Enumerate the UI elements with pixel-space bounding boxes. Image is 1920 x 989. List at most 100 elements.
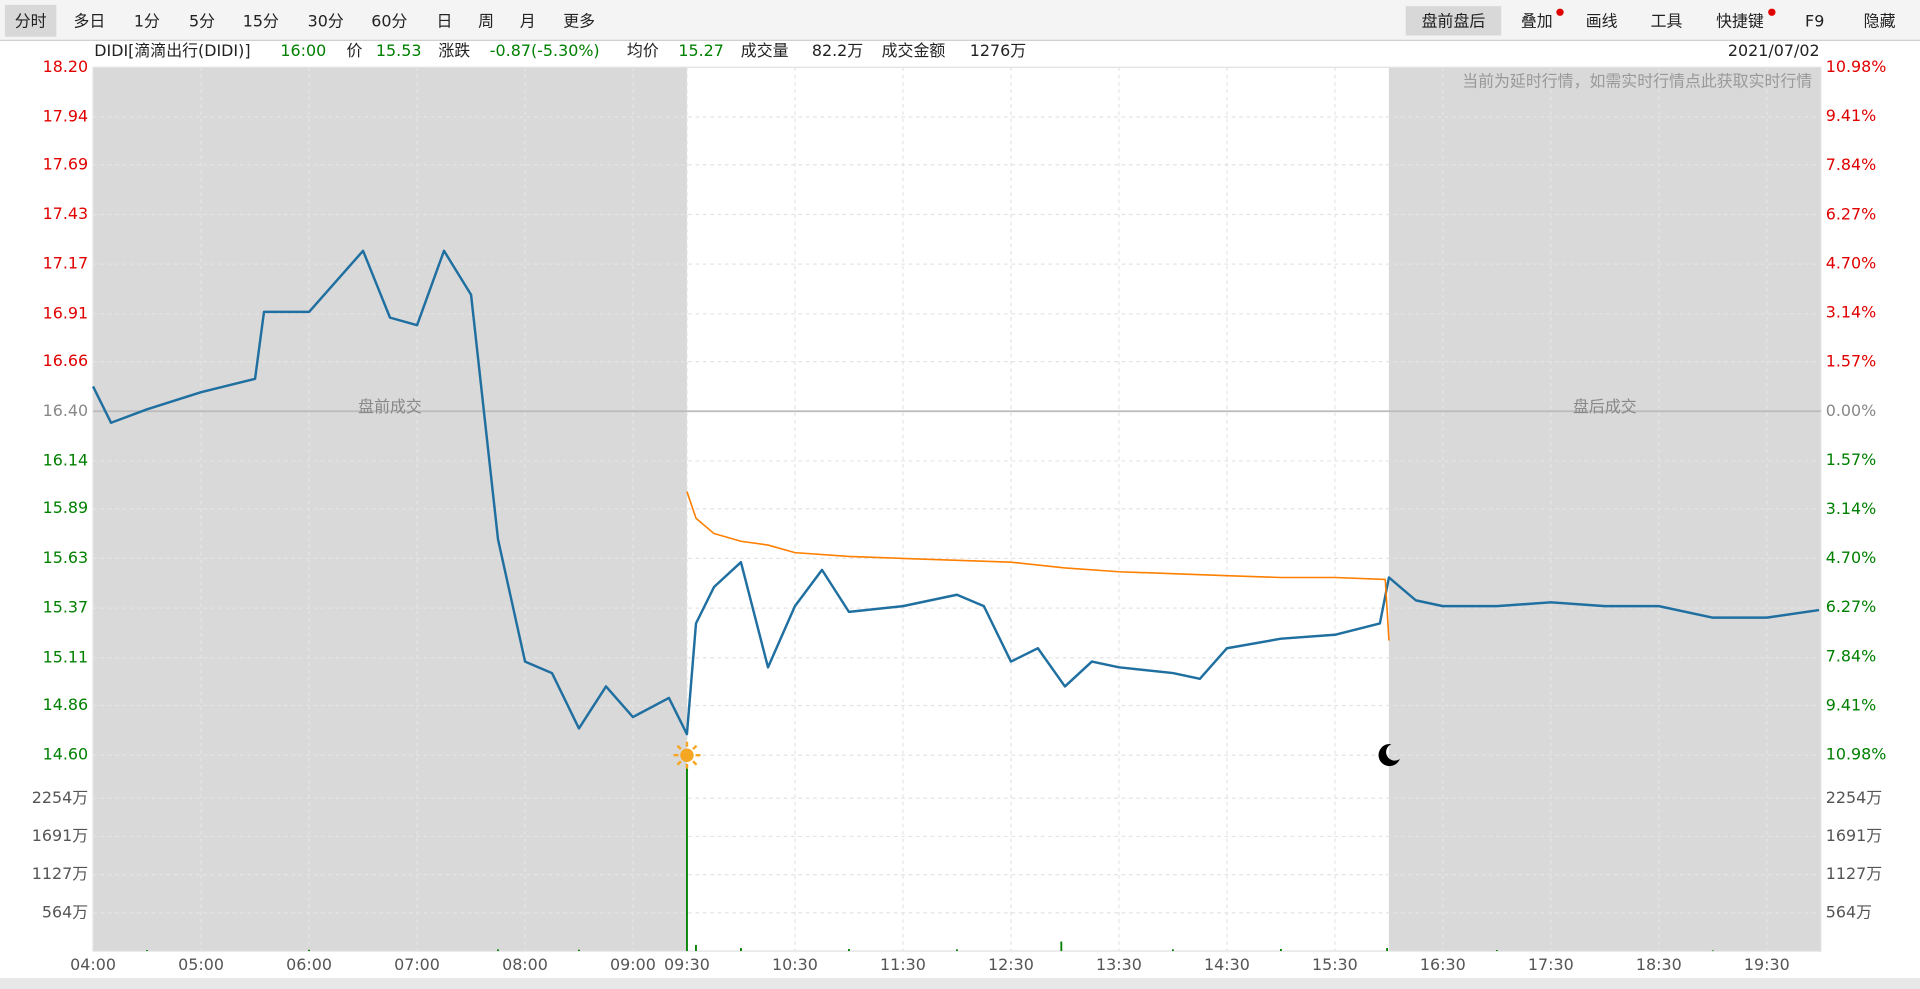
y-tick-label: 14.60 <box>43 745 89 764</box>
y-tick-label: 17.69 <box>43 154 89 173</box>
price-line <box>91 249 1820 736</box>
volume-bar <box>308 949 310 952</box>
premarket-label: 盘前成交 <box>358 397 422 416</box>
sun-ray <box>692 760 698 766</box>
y-tick-label: 16.14 <box>43 450 89 469</box>
notify-dot <box>1556 8 1564 16</box>
info-symbol: DIDI[滴滴出行(DIDI)] <box>94 41 250 60</box>
info-volume: 82.2万 <box>812 41 863 60</box>
volume-bar <box>1171 949 1174 952</box>
toolbar-button[interactable]: 盘前盘后 <box>1422 12 1486 31</box>
volume-tick-label: 2254万 <box>32 788 88 807</box>
volume-bar <box>146 950 148 952</box>
x-tick-label: 10:30 <box>772 955 818 974</box>
x-tick-label: 08:00 <box>502 955 548 974</box>
y-tick-label: 15.37 <box>43 598 89 617</box>
x-tick-label: 12:30 <box>988 955 1034 974</box>
afterhours-label: 盘后成交 <box>1573 397 1637 416</box>
x-tick-label: 19:30 <box>1744 955 1790 974</box>
toolbar-button[interactable]: 叠加 <box>1521 12 1553 31</box>
x-tick-label: 11:30 <box>880 955 926 974</box>
volume-bar <box>695 944 697 952</box>
volume-tick-label-right: 1127万 <box>1826 864 1882 883</box>
y2-tick-label: 1.57% <box>1826 352 1877 371</box>
y2-tick-label: 9.41% <box>1826 696 1877 715</box>
x-tick-label: 04:00 <box>70 955 116 974</box>
delay-note[interactable]: 当前为延时行情，如需实时行情点此获取实时行情 <box>1462 72 1812 91</box>
toolbar-tab[interactable]: 15分 <box>243 12 279 31</box>
info-date: 2021/07/02 <box>1728 41 1820 60</box>
x-tick-label: 17:30 <box>1528 955 1574 974</box>
x-tick-label: 14:30 <box>1204 955 1250 974</box>
bottom-strip <box>0 977 1920 989</box>
toolbar-tab[interactable]: 60分 <box>371 12 407 31</box>
toolbar-button[interactable]: 快捷键 <box>1716 12 1764 31</box>
volume-tick-label: 1691万 <box>32 826 88 845</box>
toolbar-tab[interactable]: 30分 <box>308 12 344 31</box>
toolbar-tab[interactable]: 日 <box>437 12 453 31</box>
sun-core <box>680 748 694 762</box>
y2-tick-label: 6.27% <box>1826 204 1877 223</box>
x-tick-label: 09:30 <box>664 955 710 974</box>
volume-bar <box>1386 948 1388 952</box>
y-tick-label: 16.66 <box>43 351 89 370</box>
x-tick-label: 07:00 <box>394 955 440 974</box>
info-price: 15.53 <box>376 41 422 60</box>
y-tick-label: 16.91 <box>43 303 89 322</box>
info-amount: 1276万 <box>970 41 1026 60</box>
toolbar-button[interactable]: 工具 <box>1651 12 1683 31</box>
moon-icon <box>1378 744 1400 767</box>
sun-ray <box>676 760 682 766</box>
volume-bar <box>1711 950 1714 952</box>
y2-tick-label: 4.70% <box>1826 254 1877 273</box>
toolbar-tab[interactable]: 周 <box>478 12 494 31</box>
toolbar-tab[interactable]: 月 <box>520 12 536 31</box>
y2-tick-label: 10.98% <box>1826 57 1887 76</box>
info-amount-label: 成交金额 <box>882 41 946 60</box>
volume-tick-label-right: 2254万 <box>1826 788 1882 807</box>
info-avg: 15.27 <box>678 41 724 60</box>
toolbar-tab[interactable]: 更多 <box>563 12 595 31</box>
y-tick-label: 17.43 <box>43 204 89 223</box>
x-tick-label: 15:30 <box>1312 955 1358 974</box>
x-tick-label: 16:30 <box>1420 955 1466 974</box>
y-tick-label: 17.17 <box>43 254 89 273</box>
y2-tick-label: 3.14% <box>1826 302 1877 321</box>
toolbar-tab[interactable]: 分时 <box>15 12 47 31</box>
tab-selected <box>4 4 57 37</box>
tab-selected <box>1405 6 1502 36</box>
sun-ray <box>692 744 698 751</box>
y2-tick-label: 3.14% <box>1826 499 1877 518</box>
toolbar-button[interactable]: F9 <box>1805 12 1824 31</box>
volume-tick-label-right: 564万 <box>1826 902 1872 921</box>
toolbar-tab[interactable]: 5分 <box>189 12 215 31</box>
volume-bar <box>740 948 742 952</box>
x-tick-label: 09:00 <box>610 955 656 974</box>
info-time: 16:00 <box>280 41 326 60</box>
y2-tick-label: 10.98% <box>1826 745 1887 764</box>
sun-icon <box>673 741 701 769</box>
volume-bar <box>1495 950 1498 952</box>
volume-bar <box>1279 949 1282 952</box>
y-tick-label: 17.94 <box>43 107 89 126</box>
x-tick-label: 05:00 <box>178 955 224 974</box>
y2-tick-label: 4.70% <box>1826 548 1877 567</box>
average-line <box>686 491 1390 641</box>
y2-tick-label: 7.84% <box>1826 155 1877 174</box>
y2-tick-label: 6.27% <box>1826 597 1877 616</box>
y2-tick-label: 0.00% <box>1826 401 1877 420</box>
info-change: -0.87(-5.30%) <box>490 41 600 60</box>
toolbar-button[interactable]: 隐藏 <box>1864 12 1896 31</box>
info-avg-label: 均价 <box>627 41 659 60</box>
toolbar-tab[interactable]: 多日 <box>73 12 105 31</box>
y-tick-label: 15.63 <box>43 548 89 567</box>
y2-tick-label: 1.57% <box>1826 450 1877 469</box>
toolbar-button[interactable]: 画线 <box>1586 12 1618 31</box>
info-price-label: 价 <box>347 41 363 60</box>
toolbar-bg <box>0 0 1920 41</box>
notify-dot <box>1768 8 1776 16</box>
toolbar-tab[interactable]: 1分 <box>134 12 160 31</box>
y-tick-label: 14.86 <box>43 695 89 714</box>
